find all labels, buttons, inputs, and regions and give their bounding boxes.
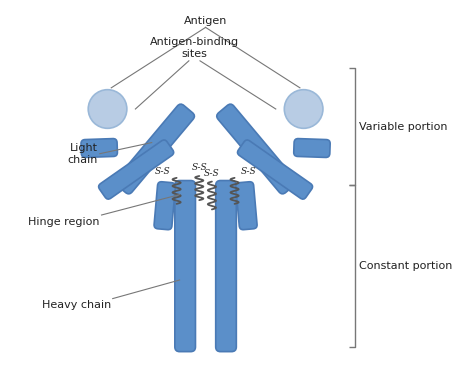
Circle shape	[88, 90, 127, 128]
FancyBboxPatch shape	[237, 140, 312, 199]
FancyBboxPatch shape	[99, 140, 173, 199]
Text: Antigen: Antigen	[184, 15, 227, 26]
FancyBboxPatch shape	[294, 139, 330, 157]
Text: S-S: S-S	[191, 163, 207, 172]
Text: S-S: S-S	[204, 169, 220, 178]
Text: Constant portion: Constant portion	[359, 261, 452, 271]
Text: S-S: S-S	[240, 167, 256, 176]
Text: Variable portion: Variable portion	[359, 122, 447, 132]
FancyBboxPatch shape	[115, 104, 194, 194]
FancyBboxPatch shape	[216, 181, 237, 352]
Text: Heavy chain: Heavy chain	[42, 301, 111, 310]
FancyBboxPatch shape	[154, 182, 175, 230]
FancyBboxPatch shape	[81, 139, 118, 157]
Text: Antigen-binding
sites: Antigen-binding sites	[150, 37, 239, 59]
Text: Hinge region: Hinge region	[28, 217, 100, 227]
FancyBboxPatch shape	[236, 182, 257, 230]
Text: Light
chain: Light chain	[67, 143, 98, 164]
FancyBboxPatch shape	[217, 104, 296, 194]
Text: S-S: S-S	[155, 167, 171, 176]
Circle shape	[284, 90, 323, 128]
FancyBboxPatch shape	[175, 181, 195, 352]
